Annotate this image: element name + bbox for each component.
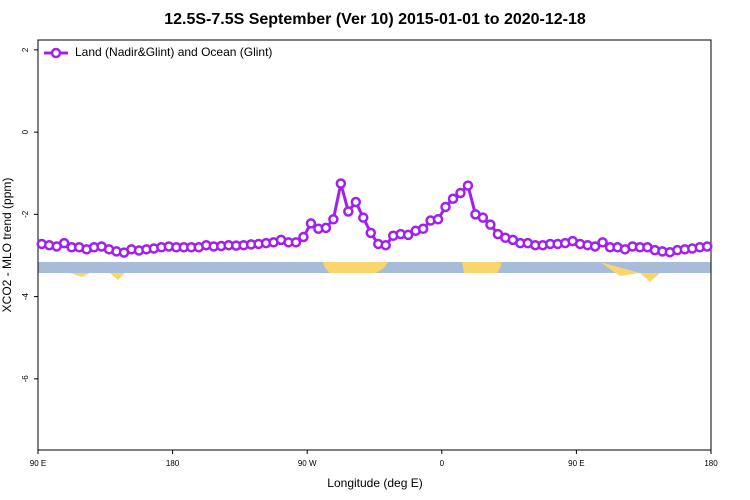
data-point [365,227,377,239]
data-point [290,237,302,248]
data-point [440,201,451,213]
data-point [298,231,309,243]
data-point [597,237,608,248]
data-point [485,219,496,230]
y-tick-label: 0 [21,129,30,134]
data-point [343,206,354,217]
land-patch [462,262,502,273]
y-tick-label: 2 [21,47,30,52]
data-point [417,223,429,235]
data-point [305,218,317,229]
x-tick-label: 180 [704,459,718,468]
y-axis-label: XCO2 - MLO trend (ppm) [0,178,14,313]
y-tick-label: -6 [21,375,30,383]
data-point [455,187,466,199]
data-point [328,214,339,225]
legend-marker [50,47,62,59]
data-point [702,241,713,252]
data-point [432,214,444,225]
data-point [402,229,414,241]
data-point [320,222,332,234]
data-point [477,212,489,223]
data-point [335,178,347,189]
x-tick-label: 0 [440,459,445,468]
data-point [358,212,369,223]
y-tick-label: -4 [21,293,30,301]
legend-label: Land (Nadir&Glint) and Ocean (Glint) [75,45,272,59]
data-point [462,180,474,191]
x-tick-label: 90 E [30,459,46,468]
data-point [589,241,601,252]
x-tick-label: 90 W [298,459,317,468]
data-point [350,196,362,208]
x-tick-label: 180 [166,459,180,468]
data-point [380,239,391,251]
x-tick-label: 90 E [568,459,584,468]
land-patch [323,262,388,273]
y-tick-label: -2 [21,210,30,218]
data-point [447,193,459,204]
map-strip [38,262,711,282]
x-axis-label: Longitude (deg E) [327,476,422,490]
chart-title: 12.5S-7.5S September (Ver 10) 2015-01-01… [164,11,586,28]
data-point [58,237,70,249]
